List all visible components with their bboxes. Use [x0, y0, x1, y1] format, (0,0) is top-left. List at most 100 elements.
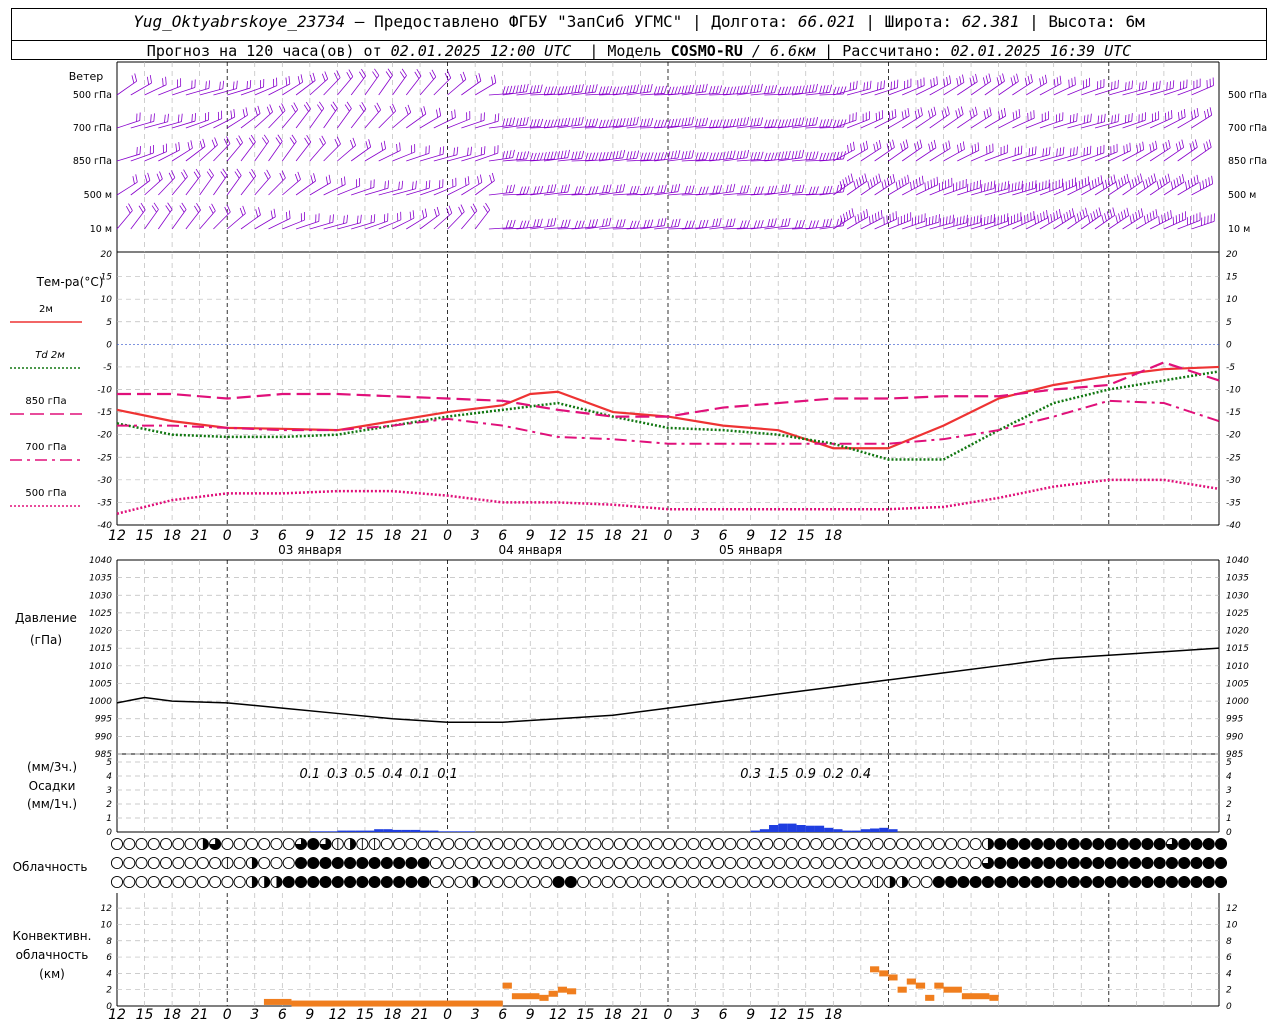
wind-barb-feather [1152, 82, 1155, 91]
wind-barb-feather [1205, 178, 1208, 187]
cloud-symbol [846, 856, 860, 870]
cloud-symbol [135, 856, 148, 870]
wind-barb-feather [677, 150, 681, 159]
cloud-symbol [945, 837, 958, 851]
wind-barb [846, 180, 867, 196]
wind-barb-feather [224, 206, 229, 215]
wind-barb [585, 191, 610, 196]
wind-barb [736, 124, 761, 129]
cloud-symbol [356, 856, 369, 870]
wind-barb [943, 82, 965, 96]
cloud-symbol [417, 875, 430, 889]
wind-barb [543, 191, 568, 196]
wind-barb-feather [550, 218, 553, 227]
wind-barb [171, 147, 193, 162]
cloud-symbol-mark [889, 876, 896, 888]
wind-barb-feather [352, 137, 357, 146]
wind-barb-feather [858, 177, 862, 186]
convective-bar [888, 974, 898, 981]
wind-barb [1012, 218, 1035, 230]
wind-barb-feather [577, 151, 581, 160]
wind-barb-feather [664, 85, 668, 94]
wind-barb-feather [1145, 80, 1147, 89]
cloud-symbol [196, 875, 209, 889]
wind-barb-feather [956, 217, 959, 226]
wind-barb-feather [629, 151, 633, 160]
wind-barb-feather [415, 180, 417, 189]
wind-barb-feather [1074, 76, 1076, 85]
wind-barb-feather [1048, 146, 1051, 155]
wind-barb [392, 75, 407, 96]
wind-barb [158, 85, 181, 96]
wind-level-label: 500 гПа [1228, 90, 1267, 101]
wind-barb [778, 227, 803, 230]
wind-barb-feather [949, 75, 952, 84]
cloud-symbol [1116, 837, 1129, 851]
wind-barb [351, 186, 375, 196]
wind-barb [681, 125, 706, 129]
hour-label: 6 [278, 528, 287, 544]
wind-barb-feather [370, 215, 372, 224]
wind-barb-feather [794, 150, 798, 159]
wind-barb-feather [787, 150, 791, 159]
temperature-series [116, 361, 1220, 515]
wind-barb [130, 152, 154, 162]
wind-barb [185, 87, 210, 96]
wind-barb-feather [1039, 78, 1042, 87]
cloud-symbol [147, 837, 160, 851]
wind-barb-feather [478, 73, 482, 82]
wind-barb-feather [881, 181, 884, 190]
wind-barb-feather [942, 144, 945, 153]
wind-barb-feather [540, 185, 544, 194]
wind-barb-feather [332, 101, 338, 109]
hour-label: 21 [632, 1007, 650, 1023]
wind-barb [1039, 154, 1064, 162]
wind-barb-feather [612, 118, 616, 127]
hour-label: 12 [108, 528, 126, 544]
wind-barb-feather [1178, 141, 1182, 150]
conv-tick-label: 12 [1226, 904, 1238, 914]
wind-barb-feather [581, 84, 584, 93]
wind-barb-feather [567, 117, 571, 126]
wind-barb [461, 210, 478, 230]
wind-barb-feather [688, 150, 691, 159]
wind-barb [447, 118, 471, 129]
cloud-symbol [160, 837, 173, 851]
wind-barb-feather [1183, 108, 1186, 118]
wind-barb-feather [868, 216, 871, 225]
wind-barb-feather [317, 104, 323, 112]
wind-barb-feather [756, 84, 760, 93]
wind-barb [323, 222, 347, 230]
wind-barb [405, 75, 422, 96]
hour-label: 6 [719, 528, 728, 544]
wind-barb-feather [1170, 210, 1172, 219]
hour-label: 3 [471, 528, 480, 544]
wind-barb-feather [1011, 183, 1014, 192]
wind-barb-feather [722, 119, 726, 128]
wind-barb-feather [825, 84, 829, 93]
cloud-symbol [160, 856, 173, 870]
wind-barb-feather [608, 86, 613, 94]
wind-barb [640, 192, 665, 196]
wind-barb-feather [1203, 143, 1207, 152]
wind-barb-feather [595, 218, 598, 227]
precip-amount-label: 0.4 [382, 767, 403, 782]
cloud-symbol [797, 837, 810, 851]
hour-label: 15 [356, 1007, 374, 1023]
wind-barb [1094, 214, 1115, 230]
wind-barb-feather [293, 102, 299, 110]
wind-barb [846, 88, 871, 96]
wind-barb [1136, 180, 1157, 196]
cloud-symbol [871, 837, 884, 851]
wind-barb [723, 192, 748, 196]
wind-barb [695, 192, 720, 196]
wind-barb [323, 77, 341, 96]
wind-barb-feather [1088, 181, 1091, 190]
cloud-symbol [454, 856, 467, 870]
wind-barb-feather [941, 110, 945, 119]
wind-barb [998, 153, 1022, 162]
wind-barb-feather [753, 118, 757, 127]
wind-barb-feather [547, 184, 550, 193]
wind-barb-feather [1142, 181, 1146, 190]
hour-label: 18 [824, 528, 842, 544]
